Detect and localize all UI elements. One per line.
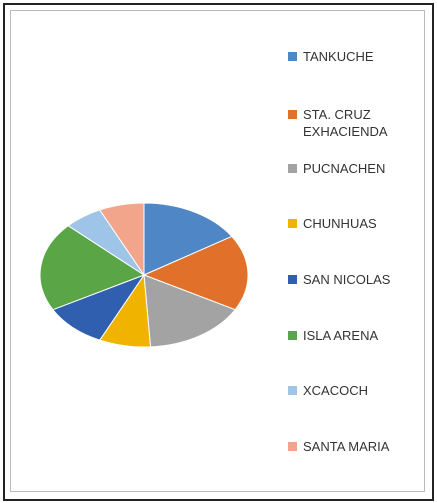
legend-item: PUCNACHEN [288,160,418,177]
legend-item: SANTA MARIA [288,438,418,455]
legend-label: CHUNHUAS [303,216,377,231]
pie-slice [39,225,146,311]
pie-slice [143,202,233,276]
pie-slice [142,235,249,311]
legend-swatch [288,110,297,119]
legend-item: SAN NICOLAS [288,271,418,288]
legend-item: ISLA ARENA [288,327,418,344]
pie-slice [143,274,236,348]
legend-label: SANTA MARIA [303,439,390,454]
legend-item: TANKUCHE [288,48,418,65]
legend-swatch [288,52,297,61]
legend-label: ISLA ARENA [303,328,379,343]
legend-item: STA. CRUZ EXHACIENDA [288,106,418,140]
legend-label: STA. CRUZ EXHACIENDA [303,107,388,139]
legend-label: XCACOCH [303,383,369,398]
legend-label: TANKUCHE [303,49,374,64]
legend-label: PUCNACHEN [303,161,386,176]
legend-swatch [288,386,297,395]
pie-slice [98,202,145,277]
legend-swatch [288,275,297,284]
legend-label: SAN NICOLAS [303,272,391,287]
legend-swatch [288,219,297,228]
legend-swatch [288,442,297,451]
legend-swatch [288,331,297,340]
legend-item: CHUNHUAS [288,215,418,232]
legend-swatch [288,164,297,173]
chart-area [10,10,425,492]
legend-item: XCACOCH [288,382,418,399]
